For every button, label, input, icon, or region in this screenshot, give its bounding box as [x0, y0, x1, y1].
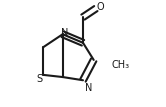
Text: CH₃: CH₃: [112, 60, 130, 70]
Text: N: N: [61, 28, 69, 38]
Text: O: O: [96, 2, 104, 12]
Text: S: S: [36, 74, 42, 84]
Text: N: N: [85, 83, 92, 93]
